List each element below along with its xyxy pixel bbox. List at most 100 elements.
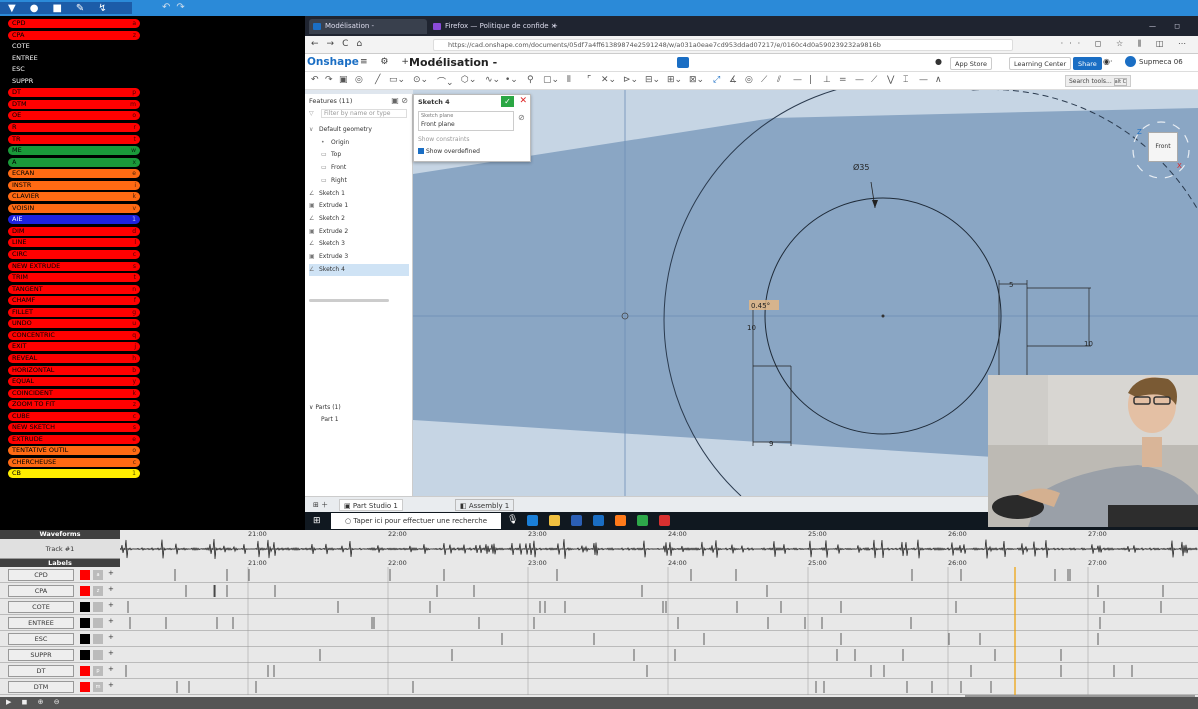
label-ecran[interactable]: ECRAN e <box>8 169 140 179</box>
offset-tool-icon[interactable]: ⫴ <box>567 75 571 85</box>
label-fillet[interactable]: FILLET g <box>8 307 140 317</box>
midpoint-tool-icon[interactable]: — <box>855 75 864 85</box>
label-aie[interactable]: AIE 1 <box>8 215 140 225</box>
taskbar-edge-icon[interactable] <box>527 515 538 526</box>
label-color-swatch[interactable] <box>80 570 90 580</box>
label-horizontal[interactable]: HORIZONTAL b <box>8 365 140 375</box>
add-label-button[interactable]: + <box>108 569 114 577</box>
label-color-swatch[interactable] <box>80 666 90 676</box>
label-row-marks[interactable] <box>120 567 1198 695</box>
label-exit[interactable]: EXIT j <box>8 342 140 352</box>
part-item[interactable]: Part 1 <box>321 416 339 423</box>
undo-tool-icon[interactable]: ↶ <box>311 75 319 85</box>
dim-9[interactable]: 9 <box>769 440 773 448</box>
add-label-button[interactable]: + <box>108 665 114 673</box>
label-color-swatch[interactable] <box>80 650 90 660</box>
label-cpd[interactable]: CPD a <box>8 19 140 28</box>
user-name[interactable]: Supmeca 06 <box>1139 58 1183 66</box>
search-tools-input[interactable]: Search tools... alt C <box>1065 75 1131 87</box>
redo-tool-icon[interactable]: ↷ <box>325 75 333 85</box>
vertical-tool-icon[interactable]: | <box>809 75 813 85</box>
waveform-track[interactable] <box>120 539 1198 559</box>
parts-header[interactable]: ∨ Parts (1) <box>309 404 341 411</box>
dim-10-left[interactable]: 10 <box>747 324 756 332</box>
feature-sketch-2[interactable]: ∠ Sketch 2 <box>309 213 409 225</box>
menu-icons[interactable]: ≡ ⚙ + <box>360 57 414 67</box>
label-color-swatch[interactable] <box>80 618 90 628</box>
label-row-name[interactable]: DTM <box>8 681 74 693</box>
onshape-logo[interactable]: Onshape <box>307 56 359 68</box>
perpendicular-tool-icon[interactable]: ⊥ <box>823 75 831 85</box>
label-row-name[interactable]: CPD <box>8 569 74 581</box>
save-icon[interactable]: ■ <box>52 2 62 14</box>
timeline-scrollbar[interactable] <box>965 695 1195 698</box>
label-new-sketch[interactable]: NEW SKETCH s <box>8 423 140 433</box>
spline-tool-icon[interactable]: ∿⌄ <box>485 75 501 85</box>
label-dim[interactable]: DIM d <box>8 226 140 236</box>
curvature-tool-icon[interactable]: ∧ <box>935 75 942 85</box>
plane-settings-icon[interactable]: ⊘ <box>518 113 525 122</box>
avatar[interactable] <box>1125 56 1136 67</box>
label-extrude[interactable]: EXTRUDE e <box>8 434 140 444</box>
label-chamf[interactable]: CHAMF f <box>8 296 140 306</box>
feature-default-geometry[interactable]: ∨ Default geometry <box>309 124 409 136</box>
show-constraints-toggle[interactable]: Show constraints <box>418 136 470 143</box>
symmetric-tool-icon[interactable]: ⋁ <box>887 75 895 85</box>
add-label-button[interactable]: + <box>108 681 114 689</box>
label-cpa[interactable]: CPA z <box>8 30 140 40</box>
concentric-tool-icon[interactable]: ◎ <box>745 75 753 85</box>
label-trim[interactable]: TRIM t <box>8 273 140 283</box>
taskbar-mail-icon[interactable] <box>593 515 604 526</box>
polygon-tool-icon[interactable]: ⬡⌄ <box>461 75 477 85</box>
windows-start-icon[interactable]: ⊞ <box>313 516 321 526</box>
nav-buttons[interactable]: ←→C⌂ <box>311 39 371 49</box>
fix-tool-icon[interactable]: — <box>919 75 928 85</box>
track-label[interactable]: Track #1 <box>0 539 120 559</box>
help-icon[interactable]: ◉· <box>1103 57 1113 66</box>
constraint-tool-icon[interactable]: ⤢ <box>713 75 721 85</box>
new-tab-button[interactable]: + <box>552 22 558 30</box>
label-color-swatch[interactable] <box>80 602 90 612</box>
add-label-button[interactable]: + <box>108 601 114 609</box>
circle-tool-icon[interactable]: ⊙⌄ <box>413 75 429 85</box>
tab-assembly[interactable]: ◧ Assembly 1 <box>455 499 515 511</box>
label-suppr[interactable]: SUPPR <box>8 76 140 86</box>
label-row-name[interactable]: ESC <box>8 633 74 645</box>
label-zoom-to-fit[interactable]: ZOOM TO FIT z <box>8 400 140 410</box>
tab-firefox[interactable]: Firefox — Politique de confide × <box>429 19 557 34</box>
feature-scrollbar[interactable] <box>309 299 389 302</box>
extend-tool-icon[interactable]: ⊳⌄ <box>623 75 639 85</box>
tangent-tool-icon[interactable]: ⟋ <box>761 75 768 85</box>
cancel-button[interactable]: ✕ <box>519 96 527 106</box>
view-orbit-ring[interactable] <box>1132 121 1190 179</box>
label-color-swatch[interactable] <box>80 586 90 596</box>
label-me[interactable]: ME w <box>8 146 140 156</box>
label-instr[interactable]: INSTR i <box>8 180 140 190</box>
browser-right-icons[interactable]: ··· ◻ ☆ ⫼ ◫ ⋯ <box>1060 39 1192 48</box>
taskbar-search[interactable]: ○ Taper ici pour effectuer une recherche <box>331 513 501 529</box>
horizontal-tool-icon[interactable]: — <box>793 75 802 85</box>
versions-icon[interactable] <box>677 57 689 68</box>
label-chercheuse[interactable]: CHERCHEUSE c <box>8 457 140 467</box>
parallel-tool-icon[interactable]: ⫽ <box>777 75 782 85</box>
label-new-extrude[interactable]: NEW EXTRUDE s <box>8 261 140 271</box>
redo-icon[interactable]: ↷ <box>176 2 191 13</box>
label-dt[interactable]: DT p <box>8 88 140 98</box>
feature-origin[interactable]: • Origin <box>309 137 409 149</box>
label-oe[interactable]: OE o <box>8 111 140 121</box>
undo-icon[interactable]: ↶ <box>162 2 177 13</box>
label-tangent[interactable]: TANGENT n <box>8 284 140 294</box>
taskbar-recorder-icon[interactable] <box>659 515 670 526</box>
copy-icon[interactable]: ◎ <box>355 75 363 85</box>
label-row-name[interactable]: COTE <box>8 601 74 613</box>
timeline-ruler[interactable]: 21:00 22:00 23:00 24:00 25:00 26:00 27:00 <box>120 530 1198 539</box>
dim-diameter[interactable]: Ø35 <box>853 162 869 172</box>
label-tentative-outil[interactable]: TENTATIVE OUTIL o <box>8 446 140 456</box>
dim-highlight[interactable]: 0.45° <box>751 302 770 310</box>
dimension-tool-icon[interactable]: ⚲ <box>527 75 534 85</box>
feature-sketch-4[interactable]: ∠ Sketch 4 <box>309 263 409 276</box>
label-cube[interactable]: CUBE c <box>8 411 140 421</box>
chat-icon[interactable]: ● <box>935 57 942 66</box>
app-icon[interactable]: ▼ <box>8 2 16 14</box>
